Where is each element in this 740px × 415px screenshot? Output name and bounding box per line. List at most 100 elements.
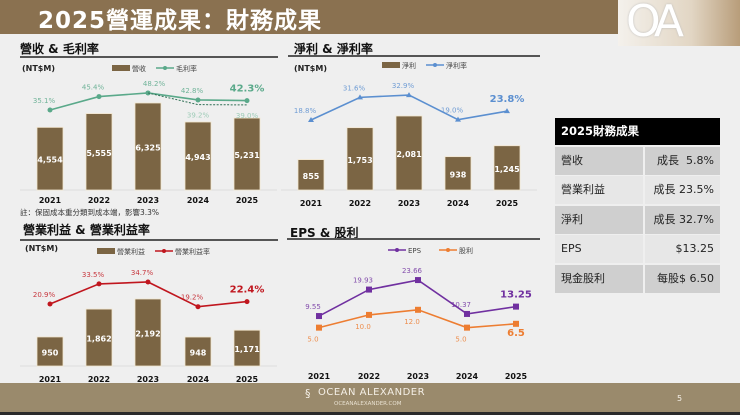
bar-label: 1,245 bbox=[494, 165, 520, 174]
bar bbox=[184, 336, 212, 367]
bar bbox=[444, 156, 472, 191]
data-point bbox=[464, 310, 470, 317]
title-banner: 2025營運成果：財務成果 bbox=[0, 0, 620, 34]
bar bbox=[493, 145, 521, 191]
data-label: 6.5 bbox=[507, 328, 525, 339]
bar-label: 2,081 bbox=[396, 150, 422, 159]
legend-label: 營業利益 bbox=[117, 247, 145, 256]
data-label: 12.0 bbox=[404, 318, 420, 326]
data-label: 39.2% bbox=[187, 112, 210, 120]
data-label: 42.8% bbox=[181, 87, 204, 95]
revenue-unit: (NT$M) bbox=[22, 64, 55, 73]
x-tick-label: 2021 bbox=[39, 375, 62, 384]
revenue-chart-title: 營收 & 毛利率 bbox=[20, 42, 99, 56]
data-label: 18.8% bbox=[294, 107, 317, 115]
series-line bbox=[147, 92, 248, 106]
bar-label: 938 bbox=[450, 170, 467, 179]
legend-marker bbox=[395, 248, 399, 252]
legend-swatch bbox=[382, 62, 400, 68]
legend-marker bbox=[433, 63, 437, 67]
x-tick-label: 2025 bbox=[496, 199, 519, 208]
x-tick-label: 2024 bbox=[187, 196, 210, 205]
summary-title: 2025財務成果 bbox=[555, 118, 720, 145]
oa-logo-text: OA bbox=[626, 0, 684, 47]
bar-label: 2,192 bbox=[135, 330, 160, 339]
bar bbox=[85, 308, 113, 367]
bar bbox=[233, 117, 261, 191]
page-title: 2025營運成果：財務成果 bbox=[38, 8, 323, 34]
data-label: 5.0 bbox=[307, 336, 318, 344]
bar bbox=[36, 126, 64, 191]
x-tick-label: 2023 bbox=[398, 199, 420, 208]
x-tick-label: 2023 bbox=[407, 372, 429, 381]
legend-label: EPS bbox=[408, 247, 422, 255]
data-point bbox=[316, 324, 322, 331]
bar-label: 5,231 bbox=[234, 151, 260, 160]
eps-chart-title: EPS & 股利 bbox=[290, 226, 359, 240]
legend-swatch bbox=[97, 248, 115, 254]
summary-label: 營收 bbox=[555, 146, 643, 175]
data-point bbox=[96, 94, 102, 100]
x-tick-label: 2023 bbox=[137, 375, 159, 384]
bar-label: 6,325 bbox=[135, 144, 161, 153]
data-label: 31.6% bbox=[343, 84, 366, 92]
data-point bbox=[504, 108, 510, 114]
summary-row: 淨利 成長 32.7% bbox=[555, 205, 720, 234]
op-profit-chart-title: 營業利益 & 營業利益率 bbox=[23, 223, 150, 237]
data-point bbox=[366, 311, 372, 318]
data-point bbox=[195, 304, 201, 310]
x-tick-label: 2024 bbox=[447, 199, 470, 208]
data-point bbox=[316, 313, 322, 320]
bar bbox=[395, 115, 423, 191]
legend-label: 淨利率 bbox=[446, 61, 467, 70]
data-label: 48.2% bbox=[143, 80, 166, 88]
data-label: 33.5% bbox=[82, 271, 105, 279]
divider bbox=[288, 55, 540, 57]
summary-label: 現金股利 bbox=[555, 264, 643, 293]
data-label: 20.9% bbox=[33, 291, 56, 299]
footer-brand: OCEAN ALEXANDER bbox=[318, 387, 426, 398]
data-point bbox=[513, 320, 519, 327]
summary-label: 營業利益 bbox=[555, 176, 643, 204]
data-label: 32.9% bbox=[392, 82, 415, 90]
data-label: 39.0% bbox=[236, 112, 259, 120]
x-tick-label: 2022 bbox=[349, 199, 371, 208]
oa-logo: OA bbox=[618, 0, 740, 47]
x-tick-label: 2021 bbox=[300, 199, 323, 208]
bar bbox=[346, 127, 374, 191]
bar bbox=[134, 298, 162, 367]
summary-value: 成長 23.5% bbox=[644, 176, 720, 204]
legend-label: 股利 bbox=[459, 246, 473, 255]
divider bbox=[20, 56, 278, 58]
divider bbox=[20, 239, 278, 241]
bar-label: 4,943 bbox=[185, 153, 210, 162]
bar bbox=[184, 121, 212, 191]
revenue-note: 註：保固成本重分類到成本端，影響3.3% bbox=[20, 208, 160, 217]
bar-label: 950 bbox=[42, 348, 59, 357]
summary-value: 每股$ 6.50 bbox=[644, 264, 720, 293]
net-profit-unit: (NT$M) bbox=[294, 64, 327, 73]
bar-label: 855 bbox=[303, 172, 320, 181]
summary-row: 營業利益 成長 23.5% bbox=[555, 176, 720, 204]
summary-label: EPS bbox=[555, 235, 643, 263]
data-point bbox=[244, 299, 250, 305]
bar-label: 1,753 bbox=[347, 156, 372, 165]
data-label: 5.0 bbox=[455, 336, 466, 344]
x-tick-label: 2022 bbox=[358, 372, 380, 381]
data-label: 34.7% bbox=[131, 269, 154, 277]
bar-label: 1,862 bbox=[86, 335, 111, 344]
legend-label: 營收 bbox=[132, 64, 146, 73]
data-label: 35.1% bbox=[33, 97, 56, 105]
data-label: 19.93 bbox=[353, 277, 373, 285]
legend-label: 營業利益率 bbox=[175, 247, 210, 256]
op-profit-unit: (NT$M) bbox=[25, 244, 58, 253]
x-tick-label: 2022 bbox=[88, 196, 110, 205]
data-point bbox=[96, 281, 102, 287]
page-number: 5 bbox=[677, 394, 683, 403]
x-tick-label: 2024 bbox=[456, 372, 479, 381]
summary-row: 營收 成長 5.8% bbox=[555, 146, 720, 175]
bar bbox=[85, 113, 113, 191]
data-label: 9.55 bbox=[305, 303, 321, 311]
summary-value: $13.25 bbox=[644, 235, 720, 263]
data-point bbox=[415, 306, 421, 313]
